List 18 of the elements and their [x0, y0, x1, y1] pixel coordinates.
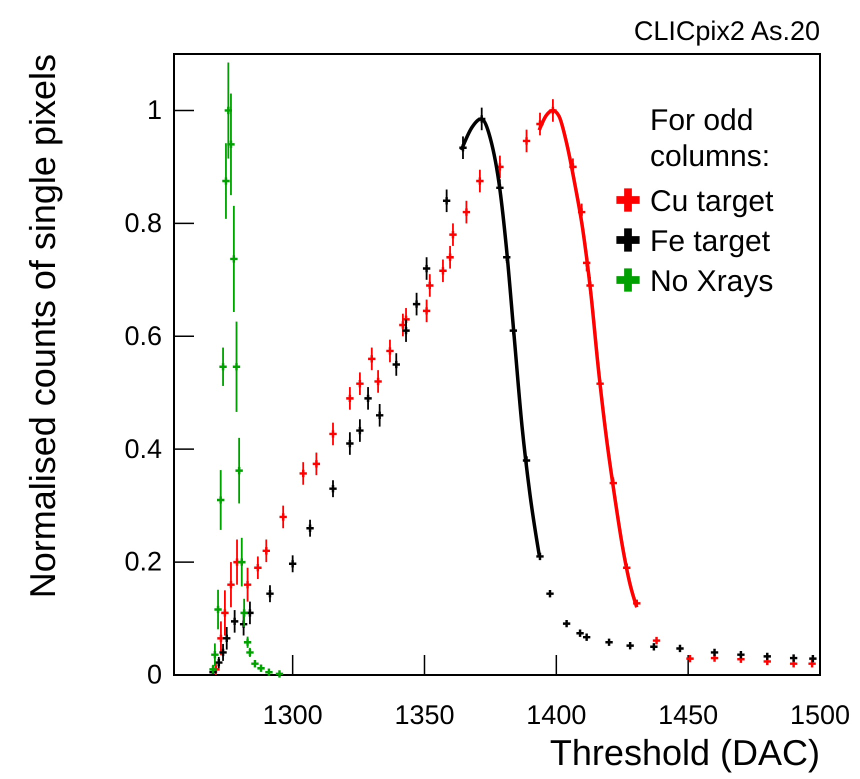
- x-tick-label: 1400: [526, 700, 586, 730]
- legend-label: Fe target: [650, 225, 771, 258]
- y-tick-label: 0.8: [124, 208, 162, 238]
- y-tick-label: 0.6: [124, 320, 162, 351]
- x-tick-label: 1350: [394, 700, 455, 730]
- legend-label: No Xrays: [650, 265, 774, 298]
- y-tick-label: 0.2: [124, 546, 162, 577]
- x-tick-label: 1500: [790, 700, 850, 730]
- x-axis-title: Threshold (DAC): [550, 732, 820, 773]
- y-tick-label: 0: [146, 660, 162, 690]
- chart-title: CLICpix2 As.20: [634, 16, 820, 46]
- y-tick-label: 0.4: [124, 434, 162, 464]
- legend-title: For odd columns:: [650, 104, 770, 173]
- x-tick-label: 1450: [658, 700, 718, 730]
- x-tick-label: 1300: [262, 700, 323, 730]
- y-tick-label: 1: [146, 95, 162, 126]
- y-axis-title: Normalised counts of single pixels: [22, 54, 63, 598]
- legend-label: Cu target: [650, 185, 774, 218]
